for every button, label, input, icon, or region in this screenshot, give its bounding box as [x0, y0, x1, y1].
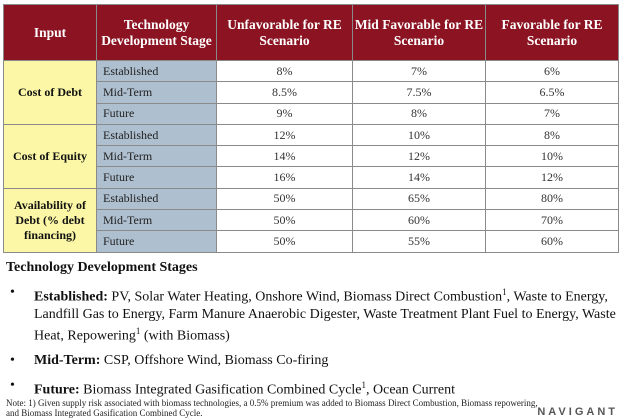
value-cell: 10%: [485, 145, 619, 168]
value-cell: 60%: [485, 230, 619, 253]
group-label-availability-of-debt: Availability of Debt (% debt financing): [3, 187, 97, 253]
stage-cell: Established: [96, 59, 217, 83]
table-row: Cost of Debt Established 8% 7% 6%: [3, 59, 619, 125]
stage-cell: Mid-Term: [96, 145, 217, 168]
value-cell: 8%: [216, 59, 353, 83]
value-cell: 12%: [485, 166, 619, 189]
value-cell: 55%: [352, 230, 486, 253]
stage-term: Established:: [34, 289, 108, 305]
stage-item-established: • Established: PV, Solar Water Heating, …: [6, 284, 618, 344]
value-cell: 9%: [216, 102, 353, 125]
table-row: Mid-Term 14% 12% 10%: [4, 145, 619, 168]
stage-desc-cont: , Waste to Energy, Landfill Gas to Energ…: [34, 289, 616, 344]
value-cell: 6.5%: [485, 81, 619, 104]
value-cell: 65%: [352, 187, 486, 211]
stage-cell: Established: [96, 123, 217, 147]
stage-desc-cont: , Ocean Current: [366, 382, 456, 398]
value-cell: 12%: [352, 145, 486, 168]
table-row: Availability of Debt (% debt financing) …: [3, 187, 619, 253]
stage-term: Future:: [34, 382, 80, 398]
bullet-icon: •: [10, 378, 15, 394]
stage-term: Mid-Term:: [34, 353, 101, 369]
stage-cell: Mid-Term: [96, 209, 217, 232]
header-tech-stage: Technology Development Stage: [96, 4, 217, 61]
value-cell: 10%: [352, 123, 486, 147]
value-cell: 8%: [485, 123, 619, 147]
stage-item-mid-term: • Mid-Term: CSP, Offshore Wind, Biomass …: [6, 352, 618, 369]
stage-cell: Future: [96, 102, 217, 125]
table-row: Future 9% 8% 7%: [4, 102, 619, 125]
value-cell: 14%: [352, 166, 486, 189]
value-cell: 14%: [216, 145, 353, 168]
stage-item-future: • Future: Biomass Integrated Gasificatio…: [6, 377, 618, 399]
bullet-icon: •: [10, 285, 15, 300]
value-cell: 7%: [352, 59, 486, 83]
group-label-cost-of-equity: Cost of Equity: [3, 123, 97, 189]
value-cell: 8.5%: [216, 81, 353, 104]
stage-cell: Future: [96, 230, 217, 253]
stage-desc: PV, Solar Water Heating, Onshore Wind, B…: [107, 289, 503, 305]
footnote-ref: 1: [135, 325, 141, 336]
header-unfavorable: Unfavorable for RE Scenario: [216, 4, 353, 61]
header-mid-favorable: Mid Favorable for RE Scenario: [352, 4, 486, 61]
company-logo: NAVIGANT: [537, 406, 618, 418]
footnote-ref: 1: [502, 287, 507, 297]
stage-cell: Established: [96, 187, 217, 211]
footnote: Note: 1) Given supply risk associated wi…: [6, 398, 538, 418]
financing-assumptions-table: Input Technology Development Stage Unfav…: [3, 4, 619, 253]
value-cell: 60%: [352, 209, 486, 232]
value-cell: 16%: [216, 166, 353, 189]
stage-cell: Mid-Term: [96, 81, 217, 104]
table-row: Cost of Equity Established 12% 10% 8%: [3, 123, 619, 189]
value-cell: 8%: [352, 102, 486, 125]
stages-title: Technology Development Stages: [6, 260, 198, 275]
value-cell: 70%: [485, 209, 619, 232]
value-cell: 50%: [216, 230, 353, 253]
table-row: Future 50% 55% 60%: [4, 230, 619, 253]
stage-desc: Biomass Integrated Gasification Combined…: [79, 382, 362, 398]
value-cell: 80%: [485, 187, 619, 211]
table-row: Mid-Term 50% 60% 70%: [4, 209, 619, 232]
stage-cell: Future: [96, 166, 217, 189]
value-cell: 7.5%: [352, 81, 486, 104]
stage-list: • Established: PV, Solar Water Heating, …: [6, 284, 618, 407]
table-header-row: Input Technology Development Stage Unfav…: [3, 4, 619, 61]
header-input: Input: [3, 4, 97, 61]
value-cell: 12%: [216, 123, 353, 147]
table-row: Future 16% 14% 12%: [4, 166, 619, 189]
group-label-cost-of-debt: Cost of Debt: [3, 60, 97, 125]
header-favorable: Favorable for RE Scenario: [485, 4, 619, 61]
value-cell: 50%: [216, 187, 353, 211]
value-cell: 7%: [485, 102, 619, 125]
footnote-ref: 1: [361, 380, 367, 391]
value-cell: 50%: [216, 209, 353, 232]
value-cell: 6%: [485, 59, 619, 83]
table-row: Mid-Term 8.5% 7.5% 6.5%: [4, 81, 619, 104]
stage-desc-end: (with Biomass): [140, 328, 230, 344]
stage-desc: CSP, Offshore Wind, Biomass Co-firing: [100, 353, 329, 369]
bullet-icon: •: [10, 353, 15, 369]
